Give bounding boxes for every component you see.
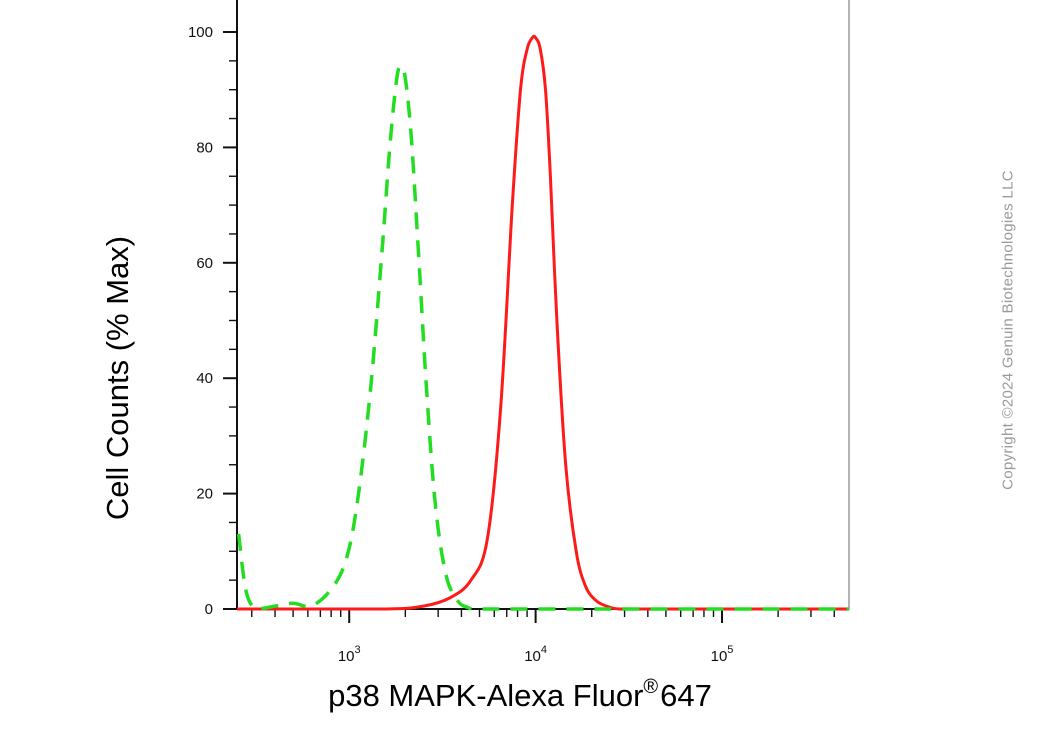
x-axis-title: p38 MAPK-Alexa Fluor®647 [328, 676, 712, 713]
x-axis: 103 104 105 [237, 608, 849, 665]
x-tick-label: 103 [338, 644, 361, 665]
y-tick-label: 0 [205, 601, 213, 618]
x-axis-title-registered: ® [643, 676, 658, 698]
series-group [236, 34, 849, 611]
y-tick-label: 80 [196, 139, 213, 156]
y-axis-title: Cell Counts (% Max) [100, 236, 135, 520]
copyright-text: Copyright ©2024 Genuin Biotechnologies L… [999, 170, 1017, 490]
y-axis: 0 20 40 60 80 100 [188, 0, 238, 618]
y-tick-label: 60 [196, 255, 213, 272]
x-tick-label: 105 [711, 644, 734, 665]
x-axis-title-suffix: 647 [660, 678, 712, 713]
x-tick-label: 104 [524, 644, 547, 665]
x-axis-title-main: p38 MAPK-Alexa Fluor [328, 678, 643, 713]
series-red-solid-line [236, 34, 849, 611]
series-green-dashed-line [236, 64, 849, 611]
y-tick-label: 20 [196, 486, 213, 503]
y-tick-label: 100 [188, 24, 213, 41]
y-tick-label: 40 [196, 370, 213, 387]
plot-frame [236, 0, 850, 610]
